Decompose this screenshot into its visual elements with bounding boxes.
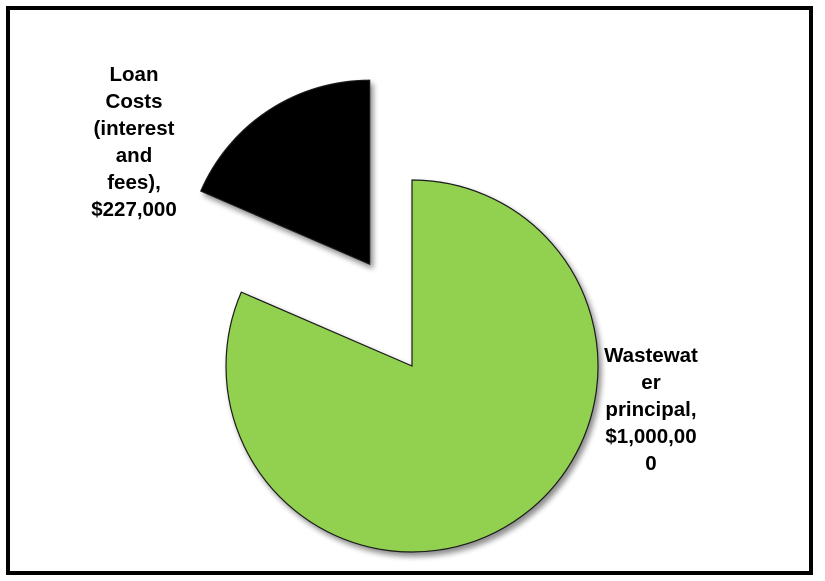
pie-slice-loan-costs <box>200 79 371 266</box>
label-line: and <box>115 144 153 167</box>
label-line: $1,000,00 <box>605 425 697 448</box>
label-line: fees), <box>107 171 161 194</box>
label-line: Loan <box>109 63 159 86</box>
label-line: Costs <box>105 90 163 113</box>
label-line: Wastewat <box>604 344 698 367</box>
label-line: (interest <box>93 117 175 140</box>
label-line: er <box>641 371 661 394</box>
pie-slice-label-wastewater-principal: Wastewat er principal, $1,000,00 0 <box>596 342 706 477</box>
label-line: 0 <box>645 452 657 475</box>
pie-slice-label-loan-costs: Loan Costs (interest and fees), $227,000 <box>66 61 202 223</box>
pie-slice-wastewater-principal <box>225 179 599 553</box>
label-line: $227,000 <box>91 198 177 221</box>
label-line: principal, <box>605 398 697 421</box>
